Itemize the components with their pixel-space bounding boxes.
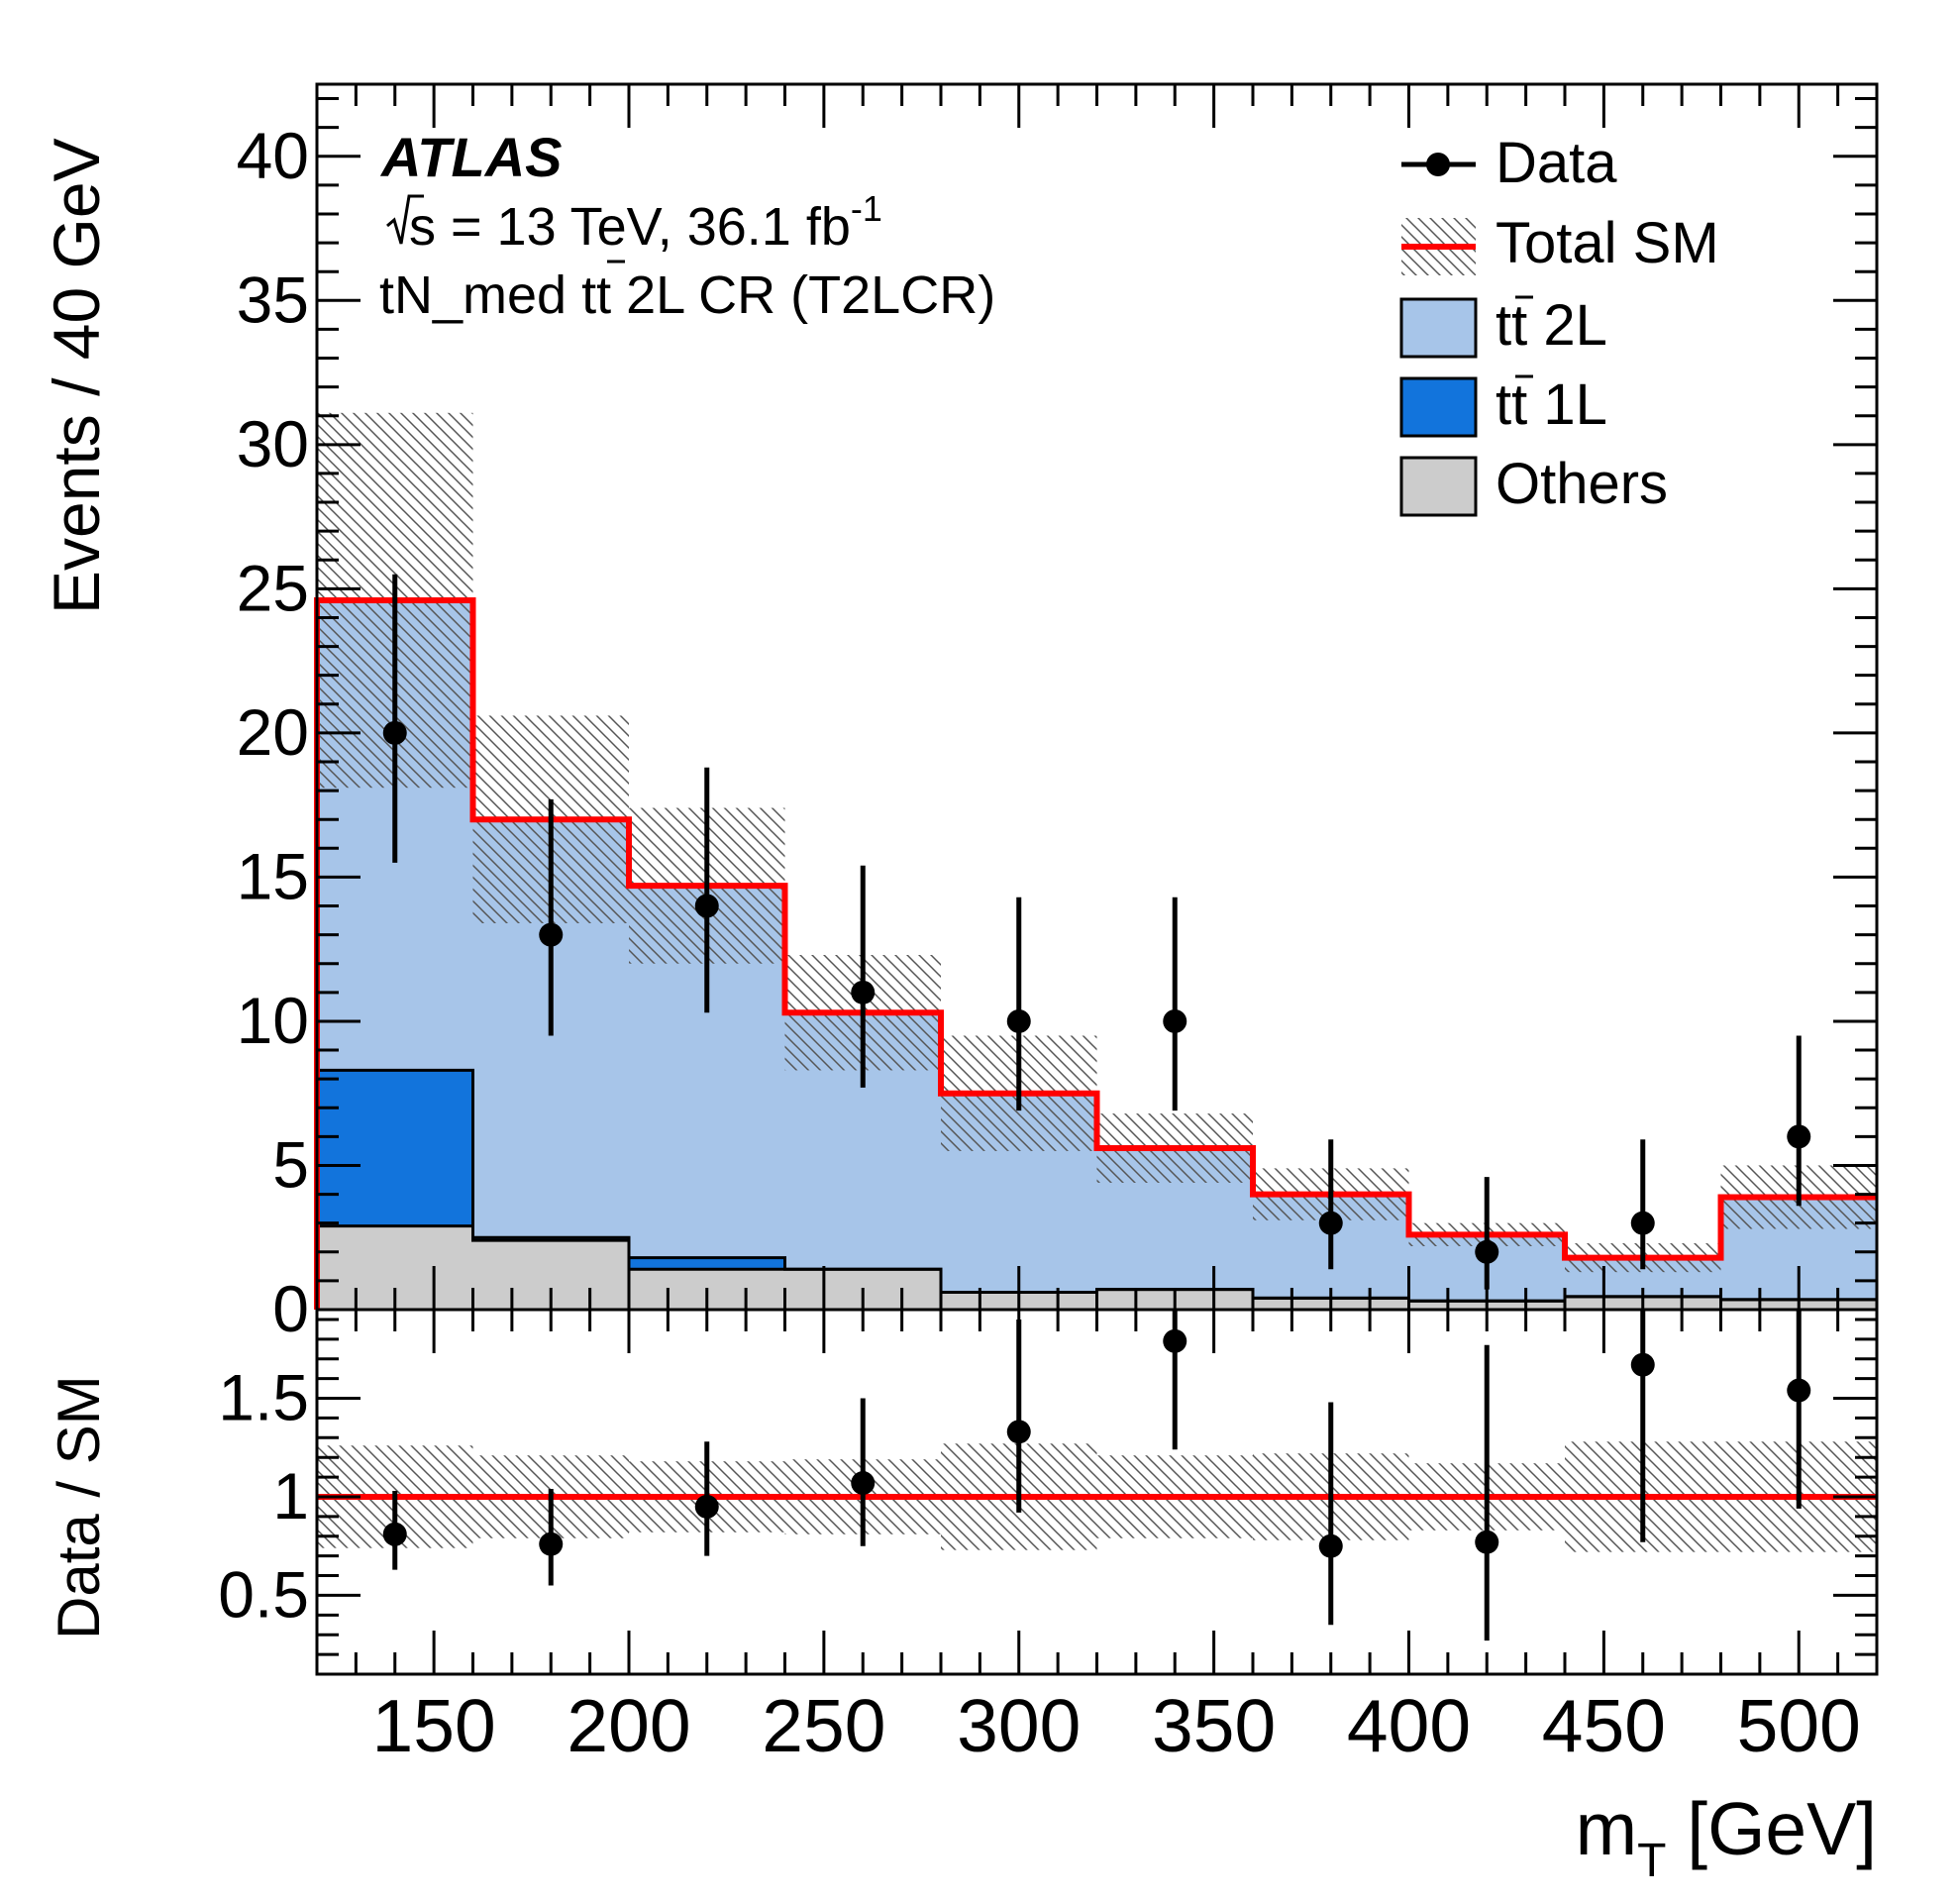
ratio-point-9 bbox=[1787, 1378, 1811, 1403]
energy-label-text: s = 13 TeV, 36.1 fb-1 bbox=[409, 188, 882, 257]
legend-tt1l-tt: tt bbox=[1496, 372, 1543, 437]
main-total-sm-layer bbox=[314, 596, 1877, 1310]
region-label: tN_med tt 2L CR (T2LCR) bbox=[379, 260, 995, 325]
ratio-y-ticks: 0.5 1 1.5 bbox=[218, 1318, 1877, 1656]
xtick-label-5: 400 bbox=[1347, 1684, 1471, 1767]
energy-label-main: = 13 TeV, 36.1 fb bbox=[436, 197, 851, 257]
legend-item-total-sm: Total SM bbox=[1401, 211, 1719, 275]
main-data-layer bbox=[382, 574, 1811, 1290]
legend-item-data: Data bbox=[1401, 131, 1617, 195]
ratio-point-4 bbox=[1006, 1420, 1031, 1444]
legend-total-label: Total SM bbox=[1496, 211, 1719, 275]
sqrt-symbol bbox=[386, 194, 424, 245]
xtick-label-7: 500 bbox=[1737, 1684, 1861, 1767]
ratio-ytick-label-2: 1.5 bbox=[218, 1361, 309, 1434]
legend: Data Total SM tt 2L tt 1L Others bbox=[1399, 131, 1719, 517]
ratio-point-0 bbox=[382, 1522, 407, 1546]
region-label-text: tN_med tt 2L CR (T2LCR) bbox=[379, 265, 995, 325]
main-ytick-label-8: 40 bbox=[237, 119, 309, 192]
xtick-label-6: 450 bbox=[1542, 1684, 1666, 1767]
legend-item-tt1l: tt 1L bbox=[1399, 372, 1607, 438]
legend-item-others: Others bbox=[1399, 452, 1668, 517]
data-point-4 bbox=[1006, 1008, 1031, 1033]
ratio-point-3 bbox=[851, 1471, 876, 1496]
legend-tt1l-text: 1L bbox=[1543, 372, 1607, 437]
x-axis-title: mT [GeV] bbox=[1576, 1787, 1877, 1887]
legend-data-marker bbox=[1426, 153, 1450, 176]
legend-tt2l-swatch bbox=[1399, 297, 1478, 359]
data-point-1 bbox=[539, 922, 564, 947]
data-point-2 bbox=[694, 894, 719, 918]
main-ytick-label-3: 15 bbox=[237, 839, 309, 912]
energy-label-sup: -1 bbox=[851, 188, 882, 229]
legend-item-tt2l: tt 2L bbox=[1399, 293, 1607, 359]
energy-label-s: s bbox=[409, 197, 436, 257]
atlas-label: ATLAS bbox=[379, 126, 563, 188]
data-point-0 bbox=[382, 720, 407, 745]
xtick-label-3: 300 bbox=[957, 1684, 1081, 1767]
xtick-label-4: 350 bbox=[1152, 1684, 1276, 1767]
data-point-5 bbox=[1163, 1008, 1187, 1033]
ratio-ytick-label-1: 1 bbox=[272, 1459, 309, 1532]
main-ytick-label-2: 10 bbox=[237, 984, 309, 1057]
region-label-prefix: tN_med t bbox=[379, 265, 596, 325]
main-ytick-label-5: 25 bbox=[237, 551, 309, 624]
xtick-label-2: 250 bbox=[762, 1684, 885, 1767]
ratio-y-axis-title: Data / SM bbox=[46, 1375, 112, 1639]
legend-tt2l-text: 2L bbox=[1543, 293, 1607, 358]
ratio-point-1 bbox=[539, 1532, 564, 1556]
region-label-tbar: t bbox=[596, 265, 611, 325]
total-sm-line bbox=[314, 596, 1877, 1310]
ratio-point-2 bbox=[694, 1494, 719, 1519]
region-label-suffix: 2L CR (T2LCR) bbox=[611, 265, 995, 325]
main-ytick-label-4: 20 bbox=[237, 695, 309, 769]
xtick-label-0: 150 bbox=[372, 1684, 496, 1767]
xtick-label-1: 200 bbox=[567, 1684, 690, 1767]
legend-tt2l-tt: tt bbox=[1496, 293, 1543, 358]
main-ytick-label-7: 35 bbox=[237, 263, 309, 336]
ratio-point-6 bbox=[1318, 1533, 1343, 1558]
main-ytick-label-0: 0 bbox=[272, 1272, 309, 1345]
x-ticks: 150 200 250 300 350 400 450 500 bbox=[354, 84, 1879, 1767]
x-axis-title-main: m bbox=[1576, 1787, 1637, 1870]
data-point-9 bbox=[1787, 1124, 1811, 1149]
legend-tt2l-label: tt 2L bbox=[1496, 293, 1607, 358]
ratio-point-7 bbox=[1475, 1530, 1499, 1554]
data-point-7 bbox=[1475, 1239, 1499, 1264]
data-point-8 bbox=[1630, 1211, 1655, 1235]
legend-tt1l-label: tt 1L bbox=[1496, 372, 1607, 437]
data-point-6 bbox=[1318, 1211, 1343, 1235]
legend-others-swatch bbox=[1399, 456, 1478, 517]
ratio-point-8 bbox=[1630, 1352, 1655, 1377]
data-point-3 bbox=[851, 980, 876, 1004]
main-ytick-label-6: 30 bbox=[237, 407, 309, 480]
main-ytick-label-1: 5 bbox=[272, 1127, 309, 1201]
x-axis-title-unit: [GeV] bbox=[1666, 1787, 1877, 1870]
energy-label: s = 13 TeV, 36.1 fb-1 bbox=[386, 188, 882, 257]
y-axis-title: Events / 40 GeV bbox=[40, 138, 113, 614]
legend-data-label: Data bbox=[1496, 131, 1617, 195]
x-axis-title-subscript: T bbox=[1637, 1835, 1666, 1887]
ratio-ytick-label-0: 0.5 bbox=[218, 1557, 309, 1631]
legend-others-label: Others bbox=[1496, 452, 1668, 516]
legend-tt1l-swatch bbox=[1399, 376, 1478, 438]
ratio-point-5 bbox=[1163, 1328, 1187, 1353]
main-y-ticks: 0 5 10 15 20 25 30 35 40 bbox=[237, 97, 1877, 1345]
